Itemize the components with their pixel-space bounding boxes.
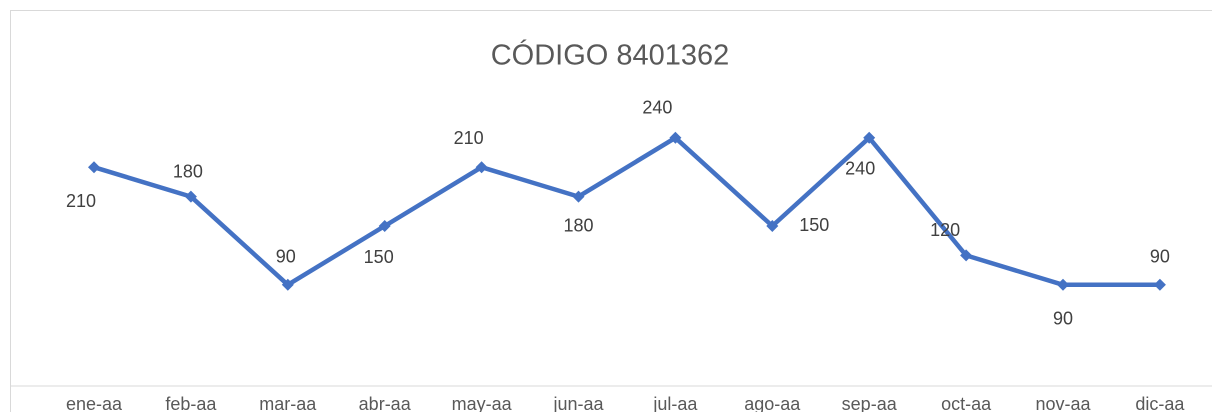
data-label: 150: [364, 247, 394, 267]
data-marker: [184, 190, 197, 203]
x-tick-label: jul-aa: [652, 394, 698, 412]
x-tick-label: ene-aa: [66, 394, 123, 412]
data-label: 150: [799, 215, 829, 235]
data-marker: [766, 220, 779, 232]
data-marker: [281, 278, 294, 291]
data-label: 180: [173, 161, 203, 181]
x-tick-label: may-aa: [452, 394, 513, 412]
data-marker: [863, 131, 876, 144]
data-label: 240: [642, 98, 672, 118]
data-label: 180: [563, 215, 593, 235]
data-label: 210: [454, 128, 484, 148]
data-marker: [1057, 278, 1069, 291]
data-label: 90: [1053, 309, 1073, 329]
data-label: 90: [276, 247, 296, 267]
data-label: 90: [1150, 247, 1170, 267]
data-marker: [475, 161, 488, 174]
data-marker: [88, 161, 100, 174]
data-marker: [572, 190, 585, 203]
data-line: [93, 135, 1160, 288]
data-label: 210: [66, 191, 96, 211]
x-tick-label: feb-aa: [165, 394, 217, 412]
data-marker: [669, 131, 682, 144]
data-marker: [1153, 278, 1166, 291]
data-label: 240: [845, 159, 875, 179]
x-tick-label: abr-aa: [359, 394, 412, 412]
x-tick-label: jun-aa: [552, 394, 604, 412]
data-marker: [960, 249, 973, 262]
data-marker: [378, 220, 391, 232]
x-tick-label: oct-aa: [941, 394, 992, 412]
x-tick-label: mar-aa: [259, 394, 317, 412]
x-tick-label: sep-aa: [842, 394, 898, 412]
chart-border: [10, 10, 1212, 412]
x-tick-label: dic-aa: [1135, 394, 1185, 412]
chart-title: CÓDIGO 8401362: [491, 39, 730, 72]
data-label: 120: [930, 220, 960, 240]
x-tick-label: ago-aa: [744, 394, 801, 412]
x-tick-label: nov-aa: [1035, 394, 1091, 412]
